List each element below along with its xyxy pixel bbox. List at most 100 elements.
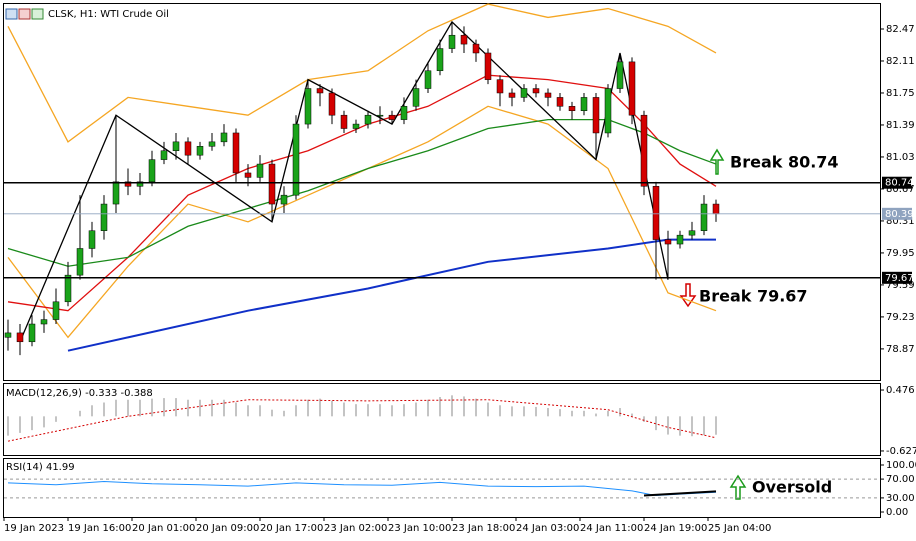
candle-body: [472, 43, 480, 54]
candle-body: [256, 163, 264, 178]
candle-body: [112, 181, 120, 205]
candle-body: [364, 114, 372, 125]
candle-body: [280, 194, 288, 205]
indicator-label: RSI(14) 41.99: [6, 462, 75, 473]
annotation: Break 79.67: [699, 287, 808, 306]
macd-panel: [3, 383, 881, 456]
candle-body: [220, 132, 228, 143]
y-tick-label: 82.47: [886, 24, 915, 35]
y-tick-label: 81.75: [886, 88, 915, 99]
x-tick-label: 23 Jan 10:00: [388, 523, 451, 534]
trend-line: [643, 490, 717, 497]
y-tick-label: 79.59: [886, 280, 915, 291]
y-tick-label: 81.39: [886, 120, 915, 131]
candle-body: [556, 97, 564, 107]
candle-body: [688, 230, 696, 236]
candle-body: [496, 79, 504, 94]
x-tick-label: 24 Jan 19:00: [644, 523, 707, 534]
candle-body: [76, 248, 84, 276]
candle-body: [700, 203, 708, 231]
candle-body: [4, 332, 12, 338]
y-tick-label: 79.95: [886, 248, 915, 259]
candle-body: [196, 146, 204, 156]
candle-body: [160, 150, 168, 160]
x-tick-label: 24 Jan 11:00: [580, 523, 643, 534]
candle-body: [292, 123, 300, 196]
level-box: [882, 176, 912, 189]
annotation: Oversold: [752, 478, 832, 497]
candle-body: [148, 159, 156, 183]
y-tick-label: 78.87: [886, 344, 915, 355]
candle-body: [580, 97, 588, 111]
y-tick-label: 82.11: [886, 56, 915, 67]
y-tick-label: 79.23: [886, 312, 915, 323]
rsi-panel: [3, 458, 881, 518]
x-tick-label: 23 Jan 02:00: [324, 523, 387, 534]
y-tick-label: 80.31: [886, 216, 915, 227]
y-tick-label: 100.00: [886, 460, 916, 471]
candle-body: [508, 92, 516, 98]
indicator-line: [7, 3, 717, 143]
candle-body: [376, 114, 384, 117]
candle-body: [664, 239, 672, 245]
indicator-line: [67, 238, 716, 352]
candle-body: [304, 88, 312, 125]
signal-line: [7, 399, 717, 442]
candle-body: [448, 34, 456, 49]
x-tick-label: 20 Jan 09:00: [196, 523, 259, 534]
rsi-line: [7, 480, 717, 497]
candle-body: [40, 319, 48, 325]
symbol-title: CLSK, H1: WTI Crude Oil: [48, 9, 169, 20]
y-tick-label: 0.476: [886, 385, 915, 396]
y-tick-label: 0.00: [886, 507, 908, 518]
candle-body: [400, 106, 408, 120]
candle-body: [124, 181, 132, 187]
candle-body: [208, 141, 216, 147]
last-price-box: [882, 207, 912, 220]
y-tick-label: 80.67: [886, 184, 915, 195]
up-arrow: [729, 474, 747, 500]
candle-body: [568, 106, 576, 111]
candle-body: [328, 92, 336, 116]
candle-body: [64, 274, 72, 303]
x-tick-label: 20 Jan 01:00: [132, 523, 195, 534]
candle-body: [676, 234, 684, 245]
y-tick-label: 30.00: [886, 493, 915, 504]
candle-body: [28, 323, 36, 343]
candle-body: [592, 97, 600, 134]
window-icons: [5, 8, 44, 20]
level-label: 80.74: [885, 178, 914, 189]
candle-body: [520, 88, 528, 98]
candle-body: [184, 141, 192, 156]
candle-body: [16, 332, 24, 343]
candle-body: [532, 88, 540, 94]
last-price-label: 80.39: [885, 209, 914, 220]
candle-body: [652, 186, 660, 240]
x-tick-label: 24 Jan 03:00: [516, 523, 579, 534]
candle-body: [316, 88, 324, 94]
indicator-line: [7, 74, 717, 312]
y-tick-label: 70.00: [886, 474, 915, 485]
indicator-label: MACD(12,26,9) -0.333 -0.388: [6, 388, 153, 399]
candle-body: [340, 114, 348, 129]
candle-body: [640, 114, 648, 187]
x-tick-label: 20 Jan 17:00: [260, 523, 323, 534]
x-tick-label: 19 Jan 16:00: [68, 523, 131, 534]
indicator-line: [7, 118, 717, 267]
x-tick-label: 19 Jan 2023: [4, 523, 64, 534]
indicator-line: [19, 20, 669, 343]
candle-body: [544, 92, 552, 98]
candle-body: [388, 114, 396, 120]
candle-body: [88, 230, 96, 249]
candle-body: [484, 52, 492, 80]
candle-body: [628, 61, 636, 116]
candle-body: [712, 203, 720, 215]
up-arrow: [709, 148, 725, 175]
y-tick-label: -0.627: [886, 446, 916, 457]
candle-body: [352, 123, 360, 129]
candle-body: [244, 172, 252, 178]
candle-body: [268, 163, 276, 205]
candle-body: [604, 88, 612, 134]
